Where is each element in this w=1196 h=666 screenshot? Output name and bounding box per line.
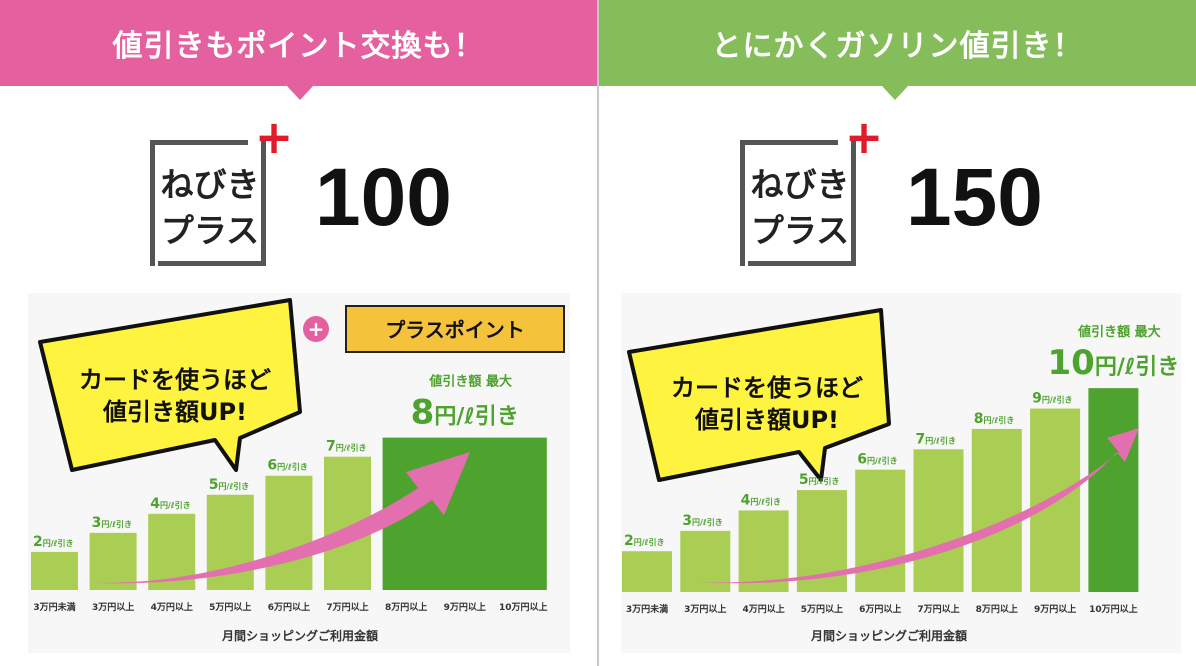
x-tick-label: 10万円以上: [499, 601, 548, 613]
x-tick-label: 8万円以上: [385, 601, 427, 613]
logo-text-line1: ねびき: [160, 165, 260, 204]
x-tick-label: 5万円以上: [209, 601, 251, 613]
bar: [971, 428, 1022, 592]
x-axis-title: 月間ショッピングご利用金額: [221, 628, 378, 643]
bar-value-label: 6円/ℓ引き: [857, 452, 897, 468]
bar-value-label: 6円/ℓ引き: [267, 458, 307, 474]
plan-100-panel: 値引きもポイント交換も！ ねびき プラス + 100 カードを使うほど 値引き額U…: [0, 0, 597, 666]
x-axis-title: 月間ショッピングご利用金額: [810, 628, 967, 643]
logo-bottom-bar: [158, 261, 266, 266]
plus-circle-icon: +: [303, 316, 329, 342]
x-tick-label: 7万円以上: [326, 601, 368, 613]
banner-title: 値引きもポイント交換も！: [0, 0, 597, 86]
bar-value-label: 5円/ℓ引き: [209, 477, 249, 493]
bar-value-label: 3円/ℓ引き: [682, 513, 722, 529]
logo-bottom-bar: [748, 261, 856, 266]
bar: [855, 469, 906, 592]
nebiki-plus-logo: ねびき プラス +: [740, 114, 883, 270]
speech-bubble: [627, 308, 891, 482]
bubble-line1: カードを使うほど: [671, 374, 863, 402]
logo-frame: [150, 140, 266, 266]
logo-top-bar: [740, 140, 838, 145]
logo-top-bar: [150, 140, 248, 145]
growth-arrow: [80, 452, 470, 584]
x-tick-label: 5万円以上: [801, 603, 843, 615]
logo-frame: [740, 140, 856, 266]
plus-point-label: プラスポイント: [385, 318, 525, 342]
bubble-line2: 値引き額UP!: [694, 406, 839, 434]
bar-value-label: 9円/ℓ引き: [1032, 391, 1072, 407]
x-tick-label: 10万円以上: [1089, 603, 1138, 615]
x-tick-label: 3万円以上: [684, 603, 726, 615]
bar-value-label: 7円/ℓ引き: [326, 439, 366, 455]
x-tick-label: 9万円以上: [1034, 603, 1076, 615]
plan-150-panel: とにかくガソリン値引き！ ねびき プラス + 150 カードを使うほど 値引き額U…: [599, 0, 1196, 666]
nebiki-plus-logo: ねびき プラス +: [150, 114, 293, 270]
max-bar: [1088, 388, 1139, 592]
plan-number: 100: [315, 152, 452, 243]
x-tick-label: 9万円以上: [444, 601, 486, 613]
max-discount-value: 8円/ℓ引き: [411, 393, 519, 433]
bubble-line1: カードを使うほど: [79, 366, 271, 394]
bar-value-label: 7円/ℓ引き: [916, 431, 956, 447]
bar-value-label: 4円/ℓ引き: [741, 492, 781, 508]
x-tick-label: 3万円未満: [626, 603, 668, 615]
bar: [31, 551, 78, 590]
logo-text-line2: プラス: [160, 211, 260, 250]
bar-value-label: 5円/ℓ引き: [799, 472, 839, 488]
x-tick-label: 3万円未満: [33, 601, 75, 613]
bubble-line2: 値引き額UP!: [102, 398, 247, 426]
x-tick-label: 6万円以上: [268, 601, 310, 613]
bar: [680, 530, 731, 592]
plus-icon: +: [254, 110, 294, 164]
panel-divider: [597, 0, 599, 666]
growth-arrow: [699, 428, 1139, 584]
bar-value-label: 8円/ℓ引き: [974, 411, 1014, 427]
plus-icon: +: [844, 110, 884, 164]
banner-title: とにかくガソリン値引き！: [599, 0, 1196, 86]
bar: [738, 510, 789, 592]
bar-value-label: 4円/ℓ引き: [150, 496, 190, 512]
max-discount-label: 値引き額 最大: [1077, 324, 1161, 340]
speech-bubble: [38, 298, 302, 472]
svg-text:+: +: [308, 317, 325, 341]
max-discount-label: 値引き額 最大: [428, 374, 512, 390]
x-tick-label: 8万円以上: [976, 603, 1018, 615]
x-tick-label: 3万円以上: [92, 601, 134, 613]
x-tick-label: 6万円以上: [859, 603, 901, 615]
banner-pointer: [287, 86, 313, 100]
x-tick-label: 7万円以上: [917, 603, 959, 615]
bar-value-label: 2円/ℓ引き: [624, 533, 664, 549]
logo-text-line2: プラス: [750, 211, 850, 250]
plus-point-box: [345, 305, 565, 353]
max-discount-value: 10円/ℓ引き: [1048, 343, 1180, 383]
bar: [89, 532, 137, 590]
plan-number: 150: [906, 152, 1043, 243]
x-tick-label: 4万円以上: [151, 601, 193, 613]
banner-pointer: [882, 86, 908, 100]
logo-text-line1: ねびき: [750, 165, 850, 204]
bar: [265, 475, 313, 590]
bar: [913, 449, 964, 592]
x-tick-label: 4万円以上: [742, 603, 784, 615]
bar-value-label: 3円/ℓ引き: [92, 515, 132, 531]
bar-value-label: 2円/ℓ引き: [33, 534, 73, 550]
bar: [622, 551, 672, 592]
